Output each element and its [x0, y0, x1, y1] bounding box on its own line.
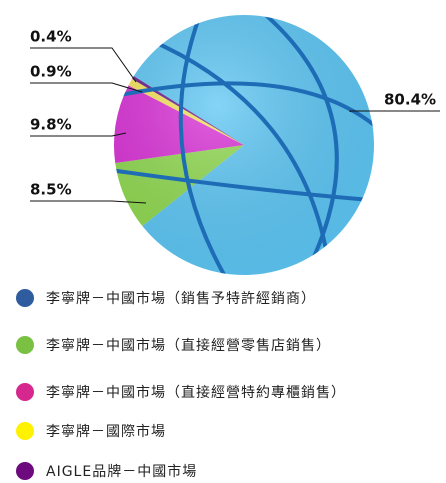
legend-marker — [16, 289, 34, 307]
leader-line — [30, 47, 137, 83]
value-label: 9.8% — [30, 116, 72, 134]
leader-line — [30, 132, 127, 137]
value-label: 8.5% — [30, 181, 72, 199]
legend-marker — [16, 422, 34, 440]
leader-line — [30, 82, 143, 93]
value-label: 0.4% — [30, 28, 72, 46]
ball-seams — [114, 15, 374, 275]
legend-label: 李寧牌－中國市場（直接經營特約專櫃銷售） — [46, 384, 346, 401]
labels: 80.4% 8.5% 9.8% 0.9% 0.4% — [30, 28, 440, 204]
legend-label: AIGLE品牌－中國市場 — [46, 463, 197, 480]
legend: 李寧牌－中國市場（銷售予特許經銷商） 李寧牌－中國市場（直接經營零售店銷售） 李寧牌… — [16, 289, 346, 480]
leader-line — [349, 110, 440, 112]
legend-label: 李寧牌－中國市場（銷售予特許經銷商） — [46, 290, 316, 307]
value-label: 80.4% — [384, 91, 436, 109]
value-label: 0.9% — [30, 63, 72, 81]
legend-label: 李寧牌－國際市場 — [46, 423, 166, 440]
legend-marker — [16, 383, 34, 401]
legend-label: 李寧牌－中國市場（直接經營零售店銷售） — [46, 337, 331, 354]
legend-marker — [16, 336, 34, 354]
legend-marker — [16, 462, 34, 480]
leader-line — [30, 200, 147, 204]
